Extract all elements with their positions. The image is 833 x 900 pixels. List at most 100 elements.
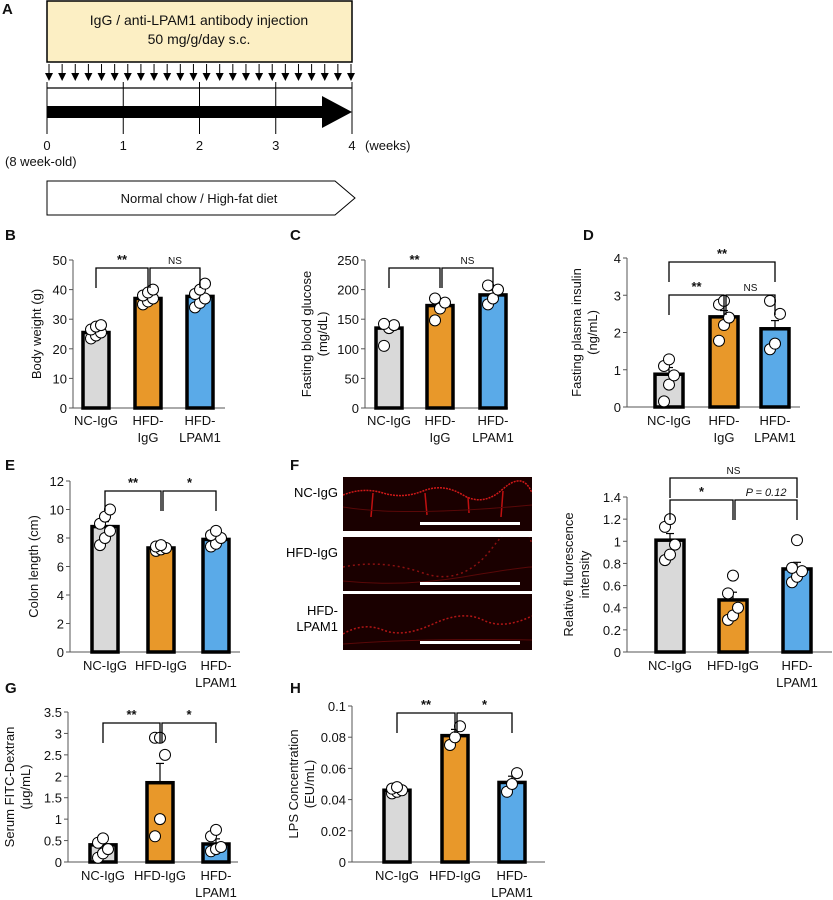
category-label: NC-IgG [647,413,691,428]
data-point [663,378,675,391]
category-label: HFD- [200,658,231,673]
y-tick-label: 0 [339,855,346,870]
diet-label: Normal chow / High-fat diet [121,191,278,206]
injection-triangle-icon [228,73,237,81]
significance-label: ** [409,252,420,267]
y-tick-label: 6 [57,560,64,575]
y-tick-label: 0 [352,401,359,416]
micrograph-hfd-lpam1 [343,594,532,650]
y-axis-label: Body weight (g) [29,289,44,379]
y-tick-label: 2.5 [44,748,62,763]
data-point [796,565,808,578]
y-tick-label: 1.5 [44,791,62,806]
significance-bracket [725,294,776,315]
data-point [439,296,451,309]
category-label: HFD- [424,413,455,428]
injection-triangle-icon [176,73,185,81]
data-point [713,334,725,347]
significance-label: ** [691,279,702,294]
diet-bar [46,180,356,216]
panel-label-d: D [583,227,594,244]
chart-b: 0 10 20 30 40 50 Body weight (g) NC-IgG HFD- IgG H… [29,252,225,445]
y-axis-label: (mg/dL) [315,312,330,357]
category-label: HFD- [132,413,163,428]
week-tick-label: 1 [120,138,127,153]
injection-triangle-icon [333,73,342,81]
injection-triangle-icon [58,73,67,81]
significance-bracket [669,499,734,520]
y-tick-label: 250 [337,253,359,268]
category-label: HFD- [708,413,739,428]
micrograph-label-nc-igg: NC-IgG [268,485,338,501]
data-point [159,748,171,761]
data-point [506,778,518,790]
category-label: IgG [430,430,451,445]
category-label: LPAM1 [472,430,514,445]
data-point [95,319,107,332]
bar [185,294,215,410]
significance-label: * [187,475,193,490]
y-tick-label: 10 [50,503,64,518]
y-tick-label: 0 [614,645,621,660]
data-point [482,279,494,292]
category-label: HFD- [200,868,231,883]
chart-h: 0 0.02 0.04 0.06 0.08 0.1 LPS Concentration (EU… [286,697,545,900]
data-point [722,587,734,600]
data-point [199,277,211,290]
significance-label: * [699,484,705,499]
start-age: (8 week-old) [5,154,77,169]
injection-triangle-icon [255,73,264,81]
data-point [487,292,499,305]
chart-e: 0 2 4 6 8 10 12 Colon length (cm) NC-IgG HFD-IgG H… [26,474,240,690]
y-tick-label: 0 [57,645,64,660]
weeks-unit: (weeks) [365,138,411,153]
data-point [454,720,466,733]
y-tick-label: 0.02 [321,824,346,839]
data-point [727,569,739,582]
y-axis-label: (μg/mL) [18,764,33,809]
panel-label-a: A [2,1,13,18]
data-point [210,823,222,836]
data-point [723,311,735,324]
bar [146,546,176,654]
data-point [429,292,441,305]
category-label: LPAM1 [195,675,237,690]
significance-label: NS [168,256,182,267]
category-label: IgG [138,430,159,445]
week-tick-label: 3 [272,138,279,153]
injection-triangle-icon [110,73,119,81]
y-tick-label: 100 [337,342,359,357]
injection-triangle-icon [45,73,53,81]
significance-label: P = 0.12 [746,487,787,499]
category-label: LPAM1 [179,430,221,445]
week-tick-label: 2 [196,138,203,153]
significance-label: NS [461,256,475,267]
injection-triangle-icon [136,73,145,81]
injection-triangle-icon [281,73,290,81]
significance-bracket [668,294,725,315]
micrograph-nc-igg [343,477,532,531]
y-tick-label: 50 [53,253,67,268]
injection-triangle-icon [347,73,355,81]
micrograph-label-text: HFD- [306,603,338,618]
data-point [449,731,461,744]
micrograph-label-hfd-igg: HFD-IgG [268,545,338,561]
timeline-arrow [47,96,352,128]
significance-bracket [149,267,201,288]
category-label: NC-IgG [367,413,411,428]
y-tick-label: 0.08 [321,730,346,745]
week-tick-label: 0 [43,138,50,153]
data-point [429,314,441,327]
bar [440,733,470,864]
data-point [104,503,116,516]
data-point [658,395,670,408]
y-tick-label: 1 [614,363,621,378]
y-tick-label: 0 [60,401,67,416]
data-point [149,830,161,843]
y-tick-label: 3 [55,726,62,741]
injection-triangle-icon [84,73,93,81]
significance-bracket [388,267,441,288]
significance-label: ** [117,252,128,267]
bar [478,293,508,410]
